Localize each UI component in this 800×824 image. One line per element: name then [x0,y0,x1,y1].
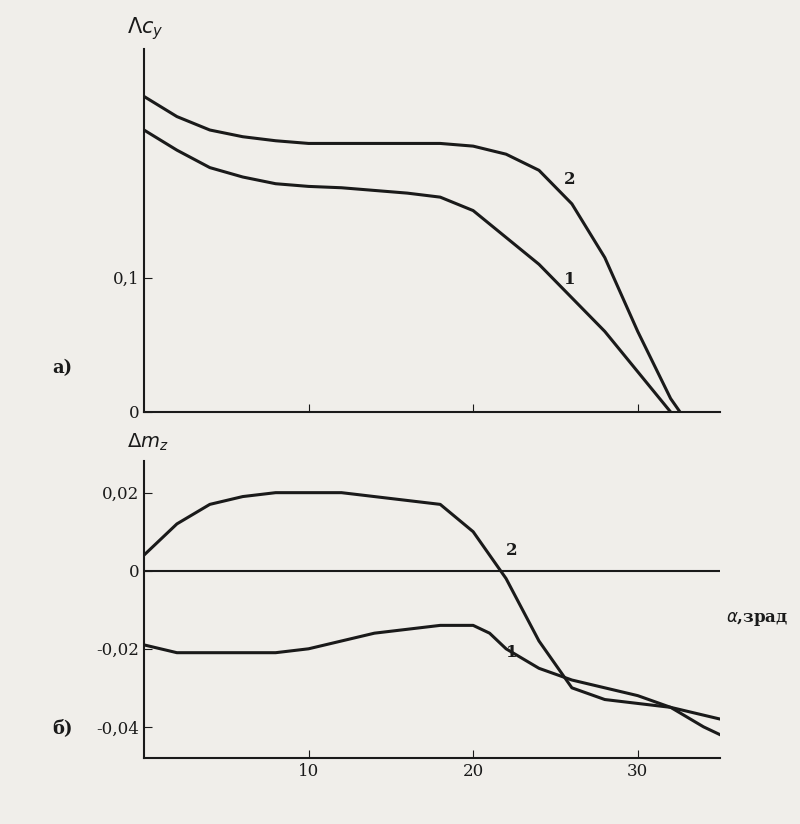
Text: $\alpha$,зрад: $\alpha$,зрад [726,610,788,628]
Text: $\Delta m_z$: $\Delta m_z$ [126,431,169,452]
Text: 1: 1 [506,644,518,661]
Text: 2: 2 [564,171,575,188]
Text: $\Lambda c_y$: $\Lambda c_y$ [126,16,163,42]
Text: 2: 2 [506,542,518,559]
Text: 1: 1 [564,271,575,288]
Text: а): а) [52,359,72,377]
Text: б): б) [52,719,72,737]
